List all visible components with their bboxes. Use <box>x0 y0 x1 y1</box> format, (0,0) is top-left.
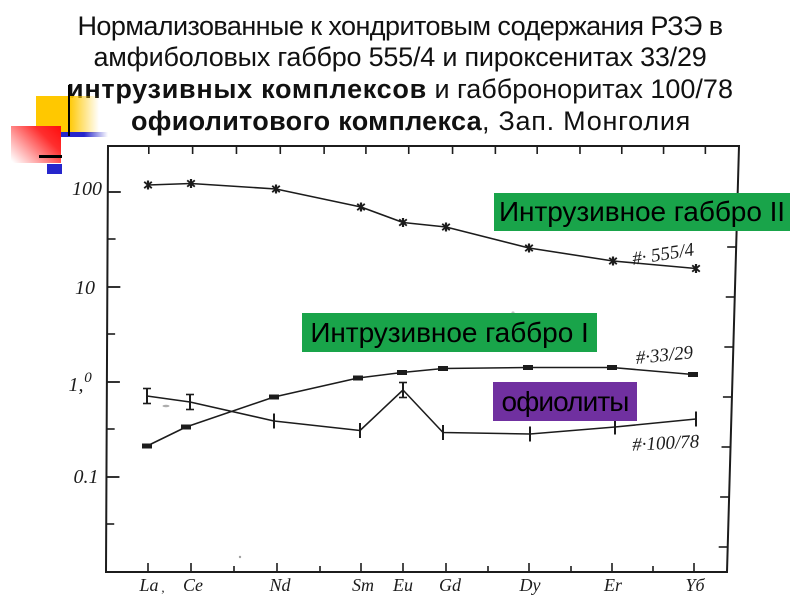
svg-text:La: La <box>138 575 158 595</box>
svg-text:Er: Er <box>603 575 623 595</box>
svg-text:Ce: Ce <box>183 575 203 595</box>
svg-text:#·33/29: #·33/29 <box>635 342 695 369</box>
svg-text:Gd: Gd <box>439 575 462 595</box>
svg-text:#·100/78: #·100/78 <box>632 431 701 456</box>
svg-text:10: 10 <box>75 277 95 299</box>
svg-text:0.1: 0.1 <box>74 466 99 488</box>
svg-text:Sm: Sm <box>352 575 374 595</box>
svg-text:0: 0 <box>84 370 92 386</box>
svg-text:Yб: Yб <box>685 575 705 595</box>
svg-text:Dy: Dy <box>519 575 541 595</box>
svg-text:100: 100 <box>72 178 102 200</box>
svg-text:,: , <box>161 580 164 595</box>
svg-text:Eu: Eu <box>392 575 413 595</box>
svg-text:Nd: Nd <box>268 575 291 595</box>
svg-text:1,: 1, <box>69 374 84 396</box>
